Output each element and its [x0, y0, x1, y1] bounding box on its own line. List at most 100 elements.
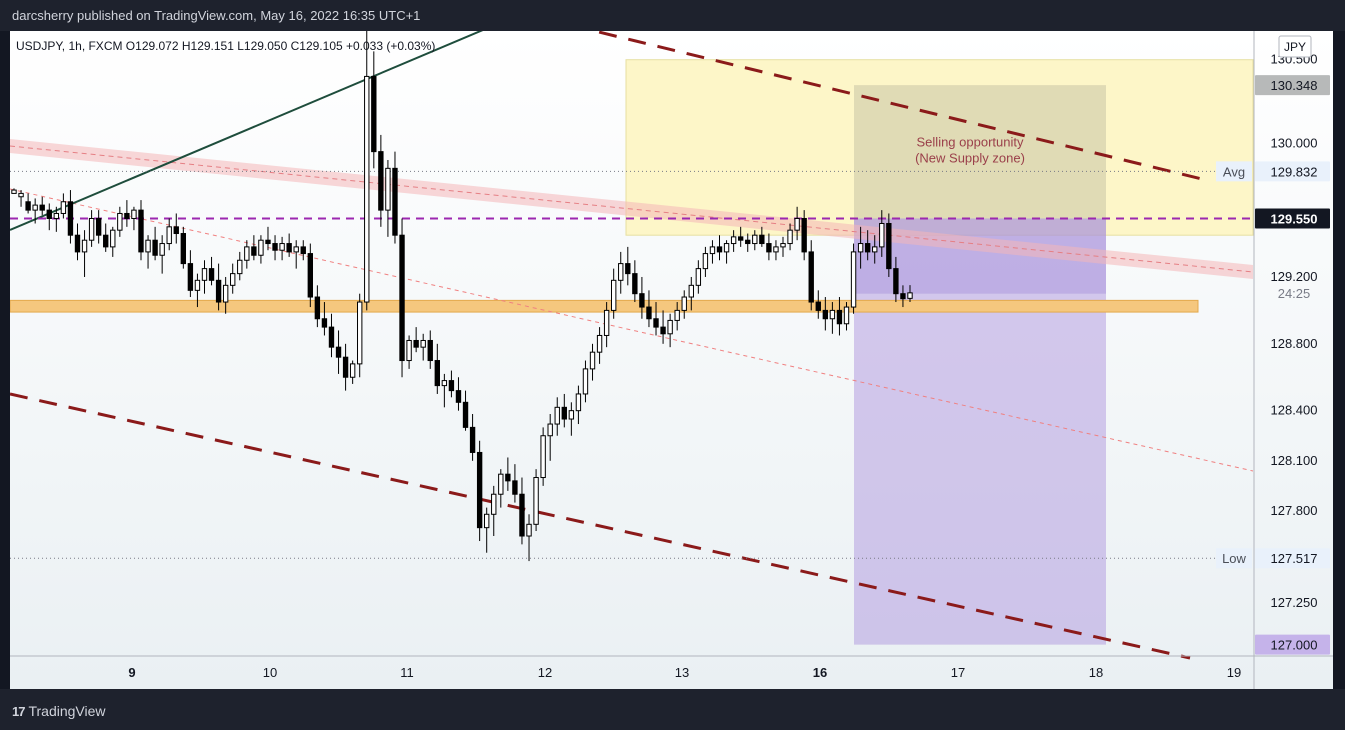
candle-body[interactable] — [575, 393, 582, 412]
price-marker-entry[interactable]: 129.550 — [1255, 208, 1330, 229]
candle-body[interactable] — [378, 151, 384, 211]
candle-body[interactable] — [328, 326, 335, 348]
candle-body[interactable] — [702, 253, 709, 270]
candle-body[interactable] — [836, 309, 843, 325]
price-marker-countdown[interactable]: 24:25 — [1278, 286, 1311, 301]
price-marker-target-bottom[interactable]: 127.000 — [1255, 634, 1330, 655]
candle-body[interactable] — [780, 243, 786, 248]
candle-body[interactable] — [46, 209, 52, 219]
time-axis[interactable]: 9 10 11 12 13 16 17 18 19 — [128, 665, 1241, 680]
candle-body[interactable] — [561, 406, 567, 420]
candle-body[interactable] — [173, 226, 179, 235]
candle-body[interactable] — [95, 217, 102, 236]
candle-body[interactable] — [681, 296, 687, 311]
candle-body[interactable] — [342, 356, 349, 378]
candle-body[interactable] — [893, 268, 899, 295]
candle-body[interactable] — [32, 204, 38, 211]
channel-lower-line[interactable] — [10, 392, 1191, 660]
candle-body[interactable] — [907, 292, 913, 299]
candle-body[interactable] — [293, 246, 299, 253]
candle-body[interactable] — [448, 380, 455, 392]
candle-body[interactable] — [815, 301, 821, 311]
candle-body[interactable] — [74, 234, 81, 253]
ascending-trendline[interactable] — [10, 31, 490, 231]
price-axis[interactable]: 130.500130.000129.200128.800128.400128.1… — [1271, 52, 1318, 610]
candle-body[interactable] — [166, 226, 172, 245]
candle-body[interactable] — [208, 268, 215, 281]
candle-body[interactable] — [603, 309, 610, 336]
candle-body[interactable] — [18, 192, 24, 198]
candle-body[interactable] — [766, 243, 772, 253]
candle-body[interactable] — [286, 243, 292, 253]
candle-body[interactable] — [180, 233, 187, 265]
candle-body[interactable] — [371, 75, 377, 153]
candle-body[interactable] — [258, 239, 264, 256]
tradingview-logo[interactable]: 17 TradingView — [12, 703, 106, 719]
candle-body[interactable] — [596, 334, 603, 353]
candle-body[interactable] — [427, 339, 433, 362]
candle-body[interactable] — [194, 279, 201, 291]
candle-body[interactable] — [540, 435, 546, 479]
price-marker-target-top[interactable]: 130.348 — [1255, 75, 1330, 96]
candle-body[interactable] — [53, 212, 60, 219]
candle-body[interactable] — [695, 268, 702, 286]
annotation-line-2[interactable]: (New Supply zone) — [915, 151, 1025, 166]
candle-body[interactable] — [385, 167, 391, 211]
candle-body[interactable] — [653, 318, 659, 328]
candle-body[interactable] — [60, 201, 67, 214]
candle-body[interactable] — [462, 401, 469, 428]
price-marker-avg[interactable]: 129.832 Avg — [1216, 161, 1330, 182]
candle-body[interactable] — [519, 493, 525, 537]
candle-body[interactable] — [117, 212, 123, 231]
candle-body[interactable] — [103, 234, 109, 248]
candle-body[interactable] — [498, 473, 504, 495]
candle-body[interactable] — [215, 279, 222, 303]
candle-body[interactable] — [349, 363, 356, 378]
candle-body[interactable] — [674, 309, 680, 321]
candle-body[interactable] — [547, 423, 553, 437]
candle-body[interactable] — [794, 217, 800, 231]
candle-body[interactable] — [526, 523, 532, 537]
candle-body[interactable] — [879, 222, 885, 248]
candle-body[interactable] — [533, 477, 539, 525]
price-chart[interactable]: Selling opportunity (New Supply zone) US… — [10, 31, 1333, 689]
candle-body[interactable] — [476, 451, 483, 529]
candle-body[interactable] — [857, 243, 864, 253]
candle-body[interactable] — [568, 410, 575, 420]
candle-body[interactable] — [187, 263, 194, 291]
stop-loss-box[interactable] — [854, 85, 1106, 219]
symbol-ohlc-line[interactable]: USDJPY, 1h, FXCM O129.072 H129.151 L129.… — [16, 39, 435, 53]
candle-body[interactable] — [357, 301, 363, 365]
candle-body[interactable] — [554, 406, 560, 425]
candle-body[interactable] — [222, 284, 229, 303]
candle-body[interactable] — [808, 251, 814, 303]
candle-body[interactable] — [730, 236, 737, 245]
candle-body[interactable] — [886, 222, 892, 270]
candle-body[interactable] — [491, 493, 497, 515]
candle-body[interactable] — [752, 234, 758, 245]
candle-body[interactable] — [618, 263, 624, 281]
candle-body[interactable] — [469, 426, 476, 453]
candle-body[interactable] — [39, 204, 45, 211]
candle-body[interactable] — [688, 284, 694, 298]
candle-body[interactable] — [667, 319, 673, 335]
candle-body[interactable] — [716, 246, 723, 253]
candle-body[interactable] — [484, 513, 490, 529]
candle-body[interactable] — [201, 268, 208, 281]
candle-body[interactable] — [237, 259, 243, 275]
candle-body[interactable] — [110, 229, 116, 248]
candle-body[interactable] — [406, 339, 412, 362]
candle-body[interactable] — [822, 309, 829, 320]
candle-body[interactable] — [230, 273, 236, 286]
candle-body[interactable] — [434, 360, 440, 387]
candle-body[interactable] — [737, 236, 744, 241]
candle-body[interactable] — [801, 217, 807, 253]
candle-body[interactable] — [307, 253, 314, 298]
candle-body[interactable] — [660, 326, 666, 335]
price-marker-low[interactable]: 127.517 Low — [1216, 548, 1330, 569]
annotation-line-1[interactable]: Selling opportunity — [917, 135, 1024, 150]
chart-area[interactable]: Selling opportunity (New Supply zone) US… — [10, 31, 1333, 689]
candle-body[interactable] — [152, 239, 158, 256]
candle-body[interactable] — [864, 243, 871, 253]
candle-body[interactable] — [773, 246, 779, 253]
